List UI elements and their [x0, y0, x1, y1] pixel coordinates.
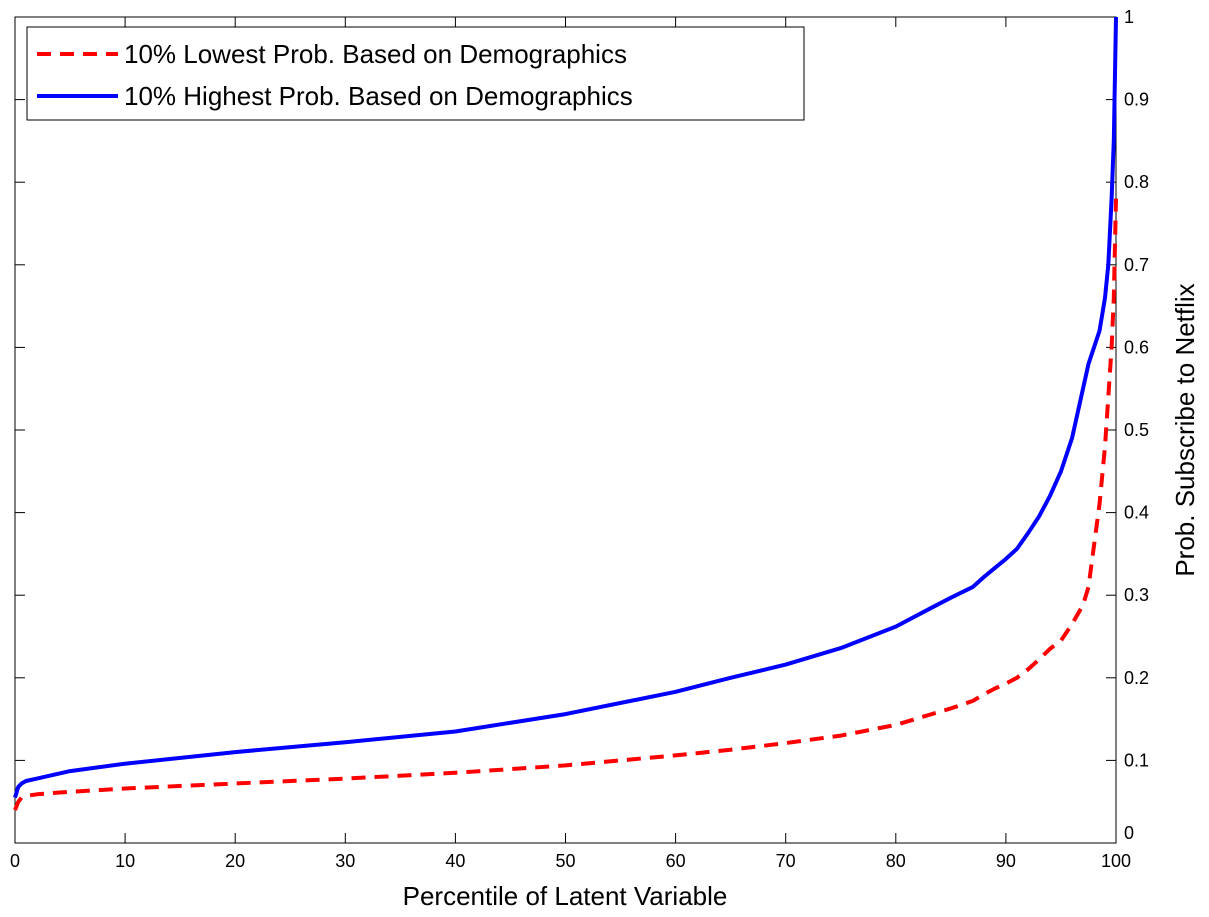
x-tick-label: 0 — [10, 851, 20, 871]
x-tick-label: 30 — [335, 851, 355, 871]
series-line-1 — [13, 16, 1118, 799]
x-axis-title: Percentile of Latent Variable — [403, 881, 728, 911]
x-tick-label: 40 — [445, 851, 465, 871]
y-tick-label: 0.6 — [1124, 337, 1149, 357]
x-tick-label: 70 — [776, 851, 796, 871]
x-tick-label: 50 — [555, 851, 575, 871]
legend-label-highest: 10% Highest Prob. Based on Demographics — [124, 81, 633, 111]
plot-area — [14, 16, 1117, 844]
y-tick-label: 0.3 — [1124, 585, 1149, 605]
x-tick-label: 60 — [666, 851, 686, 871]
legend-box — [26, 26, 805, 121]
y-tick-label: 0 — [1124, 823, 1134, 843]
x-tick-label: 100 — [1101, 851, 1131, 871]
x-axis-ticks: 0 10 20 30 40 50 60 70 80 90 100 — [10, 17, 1131, 871]
y-tick-label: 0.1 — [1124, 750, 1149, 770]
y-tick-label: 1 — [1124, 7, 1134, 27]
legend-label-lowest: 10% Lowest Prob. Based on Demographics — [124, 39, 627, 69]
series-lines — [13, 16, 1118, 811]
x-tick-label: 90 — [996, 851, 1016, 871]
series-line-0 — [13, 198, 1118, 811]
y-tick-label: 0.8 — [1124, 172, 1149, 192]
y-axis-title: Prob. Subscribe to Netflix — [1170, 283, 1200, 576]
y-tick-label: 0.2 — [1124, 668, 1149, 688]
legend: 10% Lowest Prob. Based on Demographics 1… — [26, 26, 805, 121]
x-tick-label: 80 — [886, 851, 906, 871]
y-tick-label: 0.4 — [1124, 503, 1149, 523]
x-tick-label: 10 — [115, 851, 135, 871]
y-tick-label: 0.7 — [1124, 255, 1149, 275]
y-tick-label: 0.9 — [1124, 90, 1149, 110]
y-tick-label: 0.5 — [1124, 420, 1149, 440]
x-tick-label: 20 — [225, 851, 245, 871]
